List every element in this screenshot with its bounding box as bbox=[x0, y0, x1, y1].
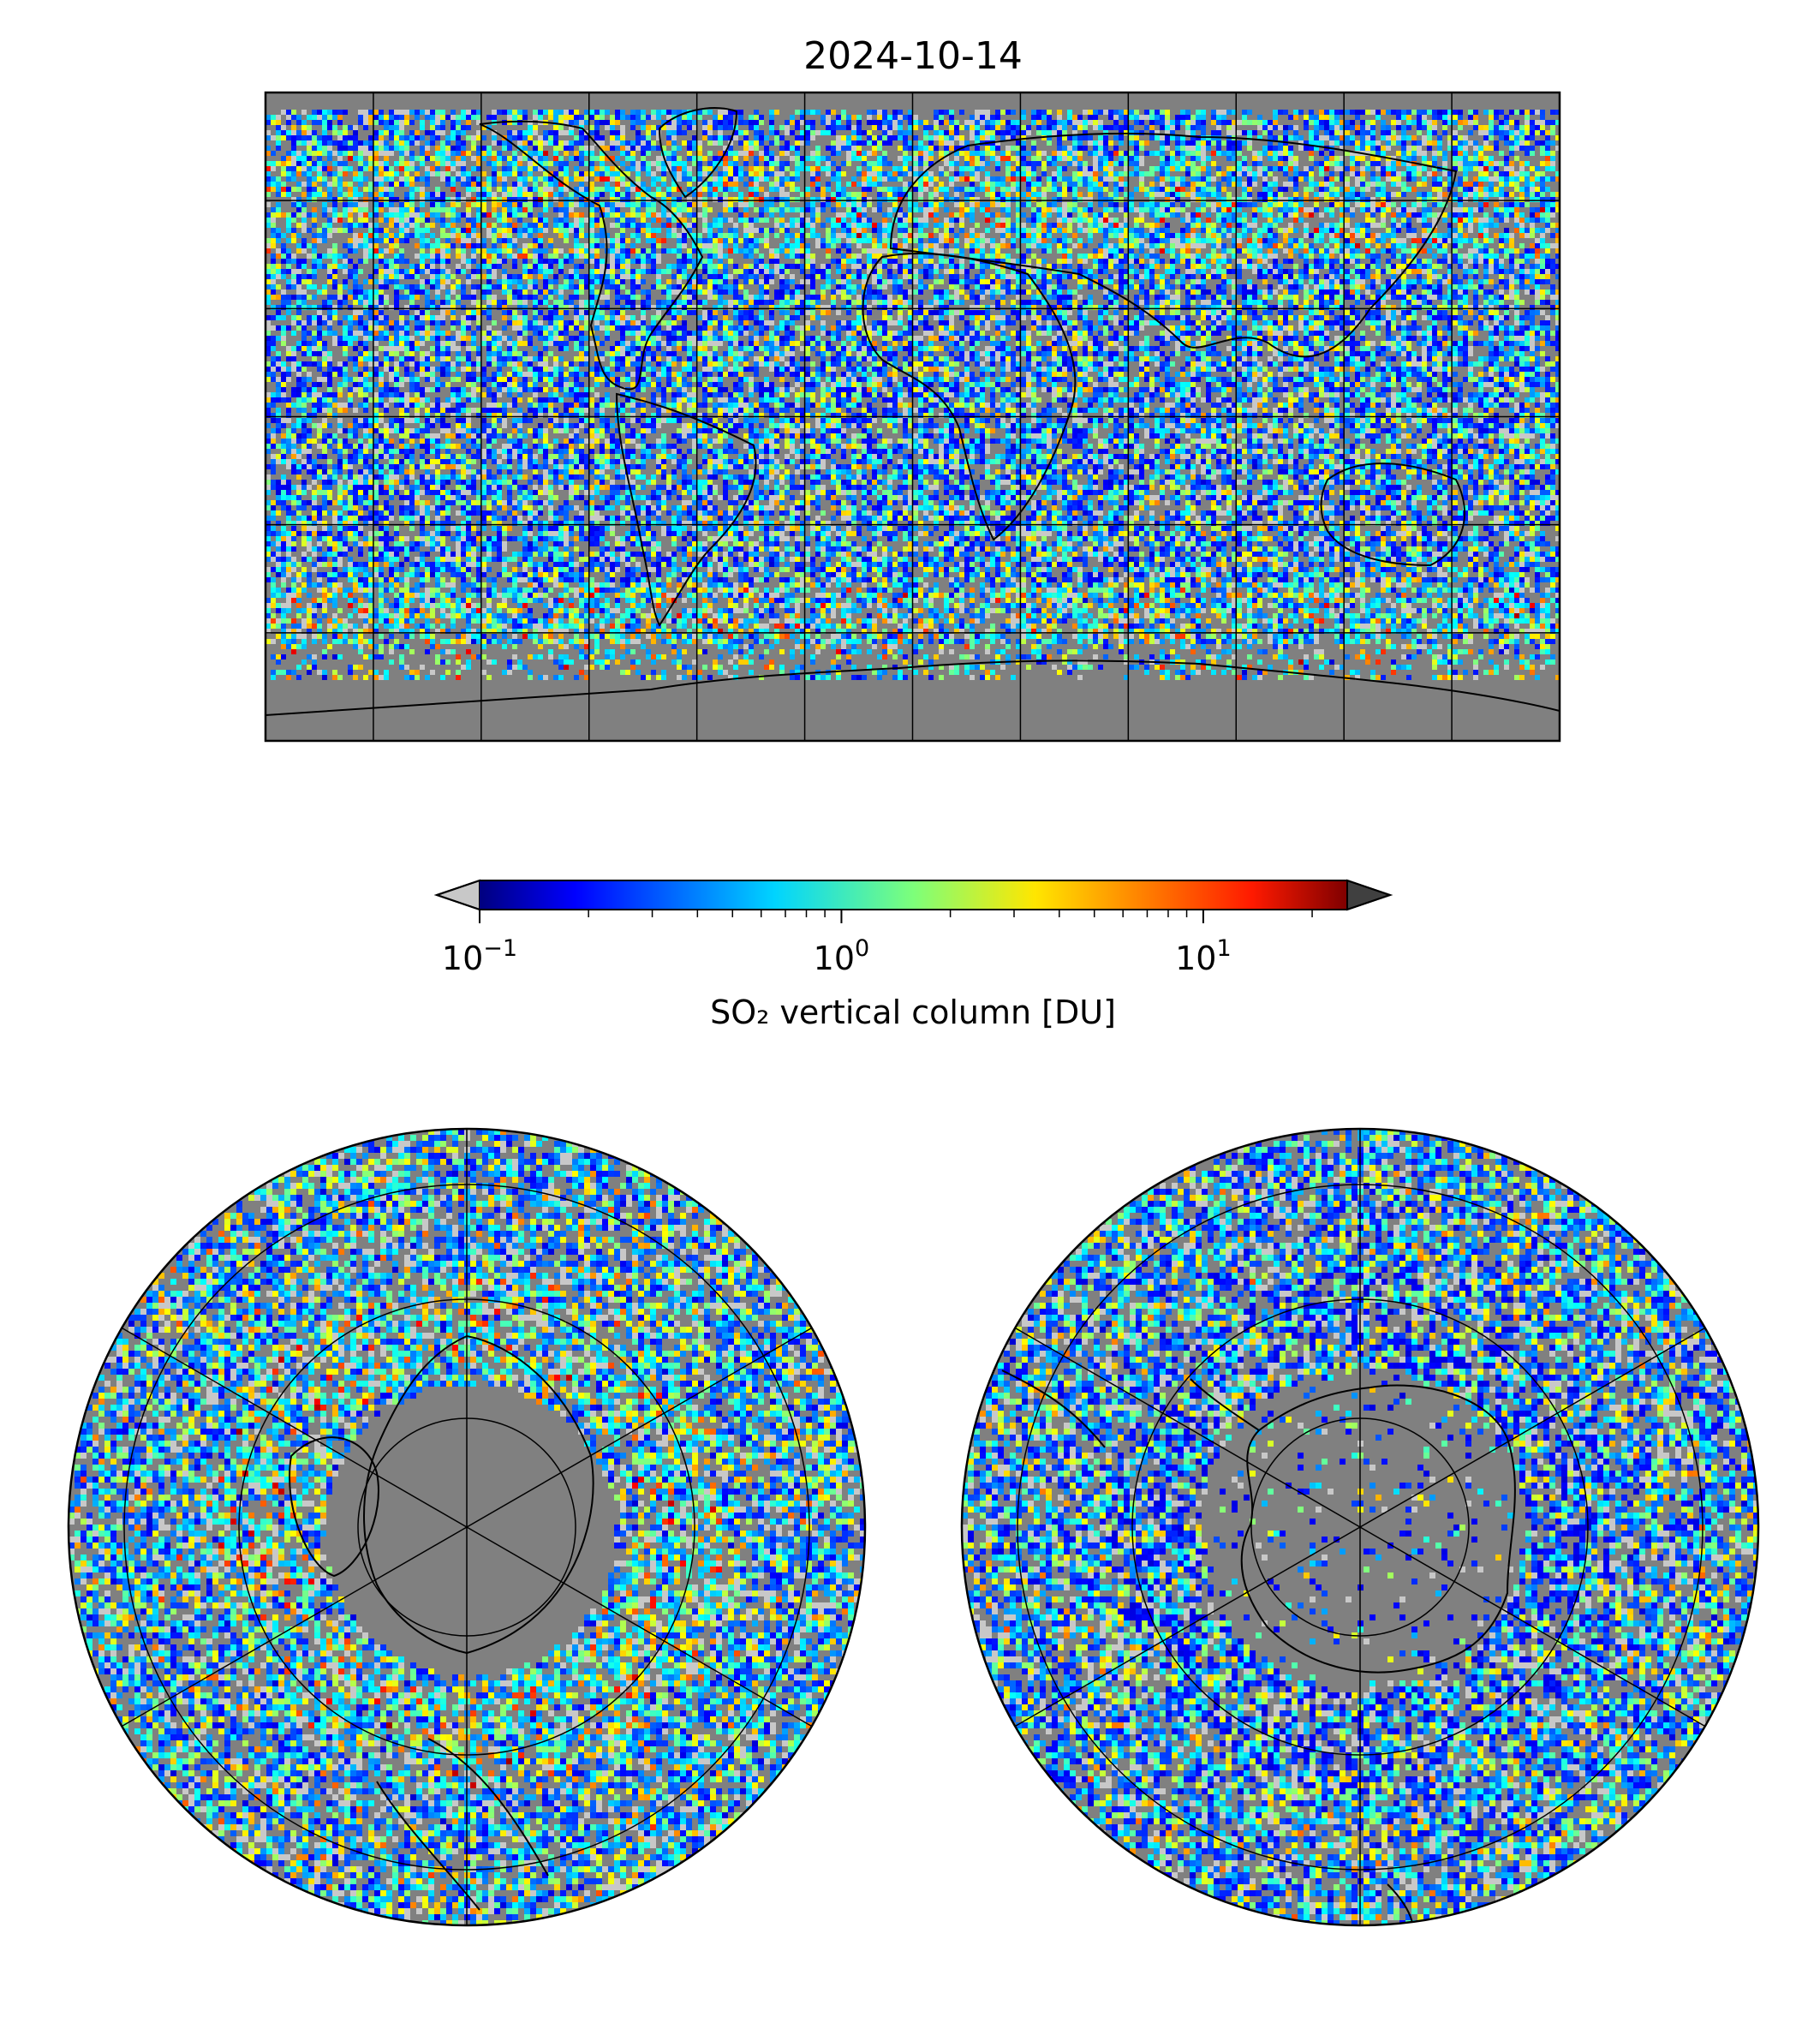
north-polar-graticule bbox=[117, 1129, 816, 1925]
coastline-south-america-tip bbox=[1001, 1370, 1106, 1448]
coastline-greenland-polar bbox=[289, 1436, 379, 1578]
colorbar: 10−1 100 101 SO₂ vertical column [DU] bbox=[433, 879, 1393, 1031]
coastline-south-america bbox=[615, 392, 757, 627]
global-map bbox=[264, 91, 1561, 743]
meridian-line bbox=[1359, 1526, 1710, 1729]
colorbar-ticks bbox=[479, 910, 1313, 923]
colorbar-tick-label: 101 bbox=[1175, 935, 1232, 977]
coastline-arctic-eurasia bbox=[466, 1335, 594, 1654]
north-polar-so2-pixels bbox=[69, 1129, 865, 1925]
meridian-line bbox=[117, 1526, 468, 1729]
meridian-line bbox=[1011, 1526, 1361, 1729]
south-polar-map bbox=[960, 1127, 1760, 1927]
coastline-africa bbox=[862, 253, 1077, 541]
colorbar-label: SO₂ vertical column [DU] bbox=[710, 994, 1116, 1031]
meridian-line bbox=[1359, 1325, 1710, 1528]
north-polar-frame bbox=[67, 1127, 867, 1927]
meridian-line bbox=[117, 1325, 468, 1528]
coastline-antarctic-peninsula bbox=[1190, 1378, 1260, 1431]
figure-title: 2024-10-14 bbox=[803, 34, 1023, 78]
coastline-greenland bbox=[658, 107, 738, 199]
colorbar-over-extension bbox=[1346, 879, 1393, 911]
north-polar-map bbox=[67, 1127, 867, 1927]
colorbar-tick-label: 10−1 bbox=[442, 935, 517, 977]
coastline-antarctica-polar bbox=[1240, 1384, 1516, 1674]
coastline-antarctica bbox=[266, 659, 1560, 716]
meridian-line bbox=[466, 1325, 816, 1528]
south-polar-graticule bbox=[1011, 1129, 1710, 1925]
colorbar-under-extension bbox=[433, 879, 480, 911]
coastline-arctic-north-america bbox=[363, 1335, 468, 1654]
coastline-north-america bbox=[479, 120, 704, 391]
meridian-line bbox=[1011, 1325, 1361, 1528]
colorbar-tick-labels: 10−1 100 101 bbox=[442, 935, 1232, 977]
coastline-eurasia bbox=[889, 132, 1458, 358]
colorbar-gradient bbox=[480, 880, 1347, 910]
global-coastlines bbox=[266, 107, 1560, 716]
global-map-frame bbox=[264, 91, 1561, 743]
global-graticule bbox=[266, 92, 1560, 741]
colorbar-tick-label: 100 bbox=[814, 935, 870, 977]
south-polar-frame bbox=[960, 1127, 1760, 1927]
global-so2-pixels bbox=[266, 110, 1560, 680]
meridian-line bbox=[466, 1526, 816, 1729]
